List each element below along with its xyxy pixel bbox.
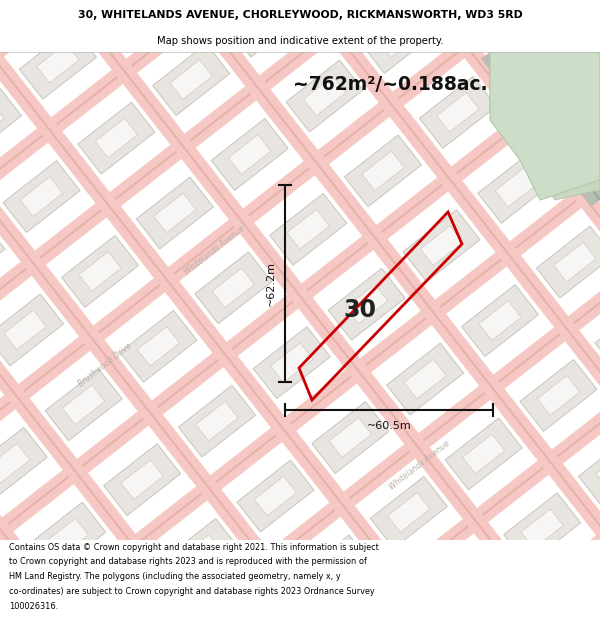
Polygon shape	[195, 252, 272, 324]
Polygon shape	[0, 122, 600, 625]
Text: to Crown copyright and database rights 2023 and is reproduced with the permissio: to Crown copyright and database rights 2…	[9, 558, 367, 566]
Polygon shape	[0, 0, 600, 314]
Polygon shape	[490, 52, 600, 200]
Polygon shape	[578, 434, 600, 506]
Polygon shape	[62, 385, 105, 424]
Polygon shape	[494, 18, 571, 90]
Polygon shape	[0, 444, 30, 483]
Polygon shape	[570, 109, 600, 149]
Polygon shape	[0, 198, 600, 625]
Polygon shape	[0, 279, 600, 625]
Polygon shape	[179, 535, 222, 574]
Polygon shape	[437, 92, 479, 132]
Polygon shape	[0, 102, 4, 141]
Polygon shape	[254, 476, 296, 516]
Polygon shape	[0, 0, 600, 469]
Polygon shape	[208, 0, 600, 625]
Polygon shape	[0, 129, 600, 625]
Polygon shape	[0, 204, 600, 625]
Polygon shape	[344, 135, 422, 207]
Text: Brushwood Drive: Brushwood Drive	[77, 341, 133, 389]
Polygon shape	[489, 51, 600, 201]
Polygon shape	[386, 343, 464, 415]
Polygon shape	[521, 509, 563, 549]
Polygon shape	[162, 519, 239, 591]
Polygon shape	[271, 343, 313, 382]
Polygon shape	[0, 0, 399, 625]
Polygon shape	[120, 311, 197, 382]
Polygon shape	[229, 135, 271, 174]
Polygon shape	[154, 193, 196, 232]
Text: ~60.5m: ~60.5m	[367, 421, 412, 431]
Polygon shape	[78, 102, 155, 174]
Polygon shape	[46, 518, 88, 558]
Polygon shape	[0, 0, 473, 625]
Polygon shape	[79, 252, 121, 291]
Polygon shape	[507, 37, 600, 135]
Polygon shape	[29, 503, 106, 574]
Polygon shape	[0, 0, 600, 463]
Polygon shape	[0, 54, 600, 625]
Polygon shape	[520, 52, 600, 121]
Polygon shape	[0, 0, 600, 538]
Polygon shape	[553, 93, 600, 164]
Polygon shape	[94, 0, 171, 41]
Polygon shape	[595, 301, 600, 373]
Polygon shape	[287, 209, 329, 249]
Polygon shape	[153, 44, 230, 116]
Polygon shape	[0, 48, 600, 625]
Polygon shape	[0, 0, 600, 388]
Polygon shape	[479, 301, 521, 340]
Polygon shape	[429, 551, 506, 623]
Polygon shape	[237, 460, 314, 532]
Polygon shape	[0, 0, 600, 395]
Polygon shape	[178, 385, 256, 457]
Polygon shape	[0, 428, 47, 499]
Polygon shape	[0, 0, 548, 625]
Polygon shape	[112, 0, 154, 24]
Polygon shape	[0, 0, 317, 625]
Polygon shape	[490, 52, 600, 200]
Polygon shape	[346, 284, 388, 324]
Polygon shape	[19, 28, 97, 99]
Polygon shape	[3, 161, 80, 232]
Polygon shape	[0, 219, 5, 291]
Polygon shape	[361, 2, 438, 73]
Polygon shape	[170, 60, 212, 99]
Polygon shape	[370, 476, 447, 548]
Polygon shape	[136, 177, 214, 249]
Polygon shape	[211, 119, 288, 191]
Polygon shape	[104, 444, 181, 516]
Polygon shape	[0, 0, 467, 625]
Polygon shape	[520, 359, 597, 431]
Polygon shape	[37, 44, 79, 83]
Polygon shape	[312, 402, 389, 474]
Polygon shape	[137, 326, 179, 366]
Polygon shape	[445, 418, 522, 490]
Text: Map shows position and indicative extent of the property.: Map shows position and indicative extent…	[157, 36, 443, 46]
Polygon shape	[446, 568, 488, 607]
Polygon shape	[212, 268, 254, 308]
Text: Whitelands Avenue: Whitelands Avenue	[183, 224, 247, 276]
Text: ~62.2m: ~62.2m	[266, 261, 276, 306]
Polygon shape	[329, 418, 371, 457]
